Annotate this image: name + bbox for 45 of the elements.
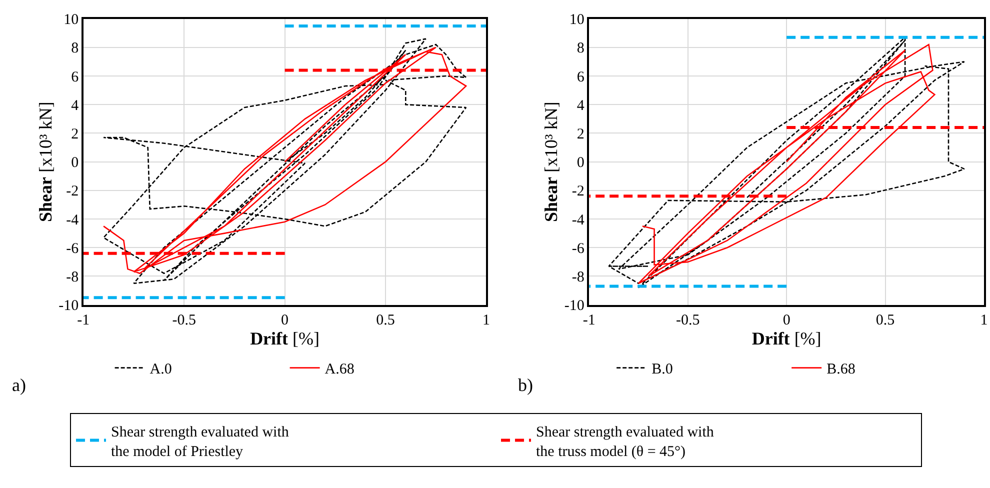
y-tick-label: -8 [572, 269, 584, 286]
y-tick-label: 2 [576, 126, 584, 142]
legend-label: A.0 [150, 362, 172, 378]
y-tick-label: -4 [66, 212, 80, 228]
y-tick-label: -6 [572, 240, 585, 257]
y-tick-label: 10 [569, 12, 584, 28]
text: a) [12, 375, 26, 395]
legend-label: Shear strength evaluated with the model of Priestley [111, 424, 290, 460]
y-axis-title: Shear [x10³ kN] [35, 102, 56, 222]
legend-label: B.0 [652, 362, 673, 378]
x-tick-label: 0.5 [876, 312, 895, 329]
y-tick-label: 8 [576, 40, 584, 57]
y-axis-title: Shear [x10³ kN] [541, 102, 562, 222]
text: b) [518, 375, 533, 395]
x-tick-label: -1 [582, 312, 596, 329]
x-tick-label: 0.5 [376, 312, 395, 329]
y-tick-label: -6 [66, 240, 80, 257]
y-tick-label: -10 [58, 298, 79, 314]
y-tick-label: 8 [71, 40, 79, 57]
x-tick-label: -0.5 [172, 312, 196, 329]
x-tick-label: 0 [782, 312, 790, 329]
y-tick-label: 6 [576, 69, 585, 86]
y-tick-label: -2 [66, 184, 79, 200]
x-tick-label: 1 [482, 312, 490, 329]
y-tick-label: 10 [64, 12, 79, 28]
y-tick-label: 0 [576, 155, 584, 172]
y-tick-label: 6 [71, 69, 80, 86]
y-tick-label: 2 [71, 126, 79, 142]
legend-label: B.68 [826, 362, 856, 378]
y-tick-label: -4 [572, 212, 585, 228]
y-tick-label: -2 [572, 184, 584, 200]
x-axis-title: Drift [%] [752, 328, 822, 349]
x-axis-title: Drift [%] [250, 328, 320, 349]
y-tick-label: -8 [66, 269, 79, 286]
line-series [608, 36, 965, 288]
y-tick-label: 0 [71, 155, 79, 172]
x-tick-label: -0.5 [676, 312, 700, 329]
y-tick-label: 4 [71, 98, 80, 114]
x-tick-label: 0 [281, 312, 289, 329]
legend-label: A.68 [324, 362, 354, 378]
y-tick-label: 4 [576, 98, 585, 114]
legend-label: Shear strength evaluated with the truss model (θ = 45°) [536, 424, 714, 460]
y-tick-label: -10 [564, 298, 584, 314]
x-tick-label: -1 [77, 312, 90, 329]
x-tick-label: 1 [980, 312, 988, 329]
